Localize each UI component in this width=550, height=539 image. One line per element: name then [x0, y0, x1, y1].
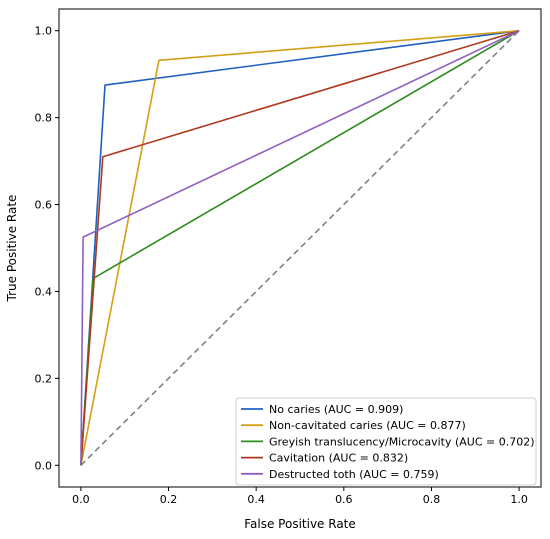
x-tick-label: 0.6 — [335, 493, 353, 506]
legend-label-1: No caries (AUC = 0.909) — [269, 403, 403, 416]
legend-label-3: Greyish translucency/Microcavity (AUC = … — [269, 435, 535, 448]
y-tick-label: 0.2 — [35, 372, 53, 385]
roc-curve-5 — [80, 30, 520, 466]
x-tick-label: 0.4 — [247, 493, 265, 506]
reference-diagonal-line — [80, 30, 520, 466]
x-tick-label: 1.0 — [510, 493, 528, 506]
y-tick-label: 0.6 — [35, 199, 53, 212]
legend-label-5: Destructed toth (AUC = 0.759) — [269, 468, 439, 481]
roc-curve-2 — [80, 29, 520, 466]
y-tick-label: 0.8 — [35, 112, 53, 125]
axes: 0.0 0.2 0.4 0.6 0.8 1.0 0.0 0.2 0.4 0.6 0.8 1.0 — [35, 8, 542, 506]
legend-label-4: Cavitation (AUC = 0.832) — [269, 452, 408, 465]
x-axis-title: False Positive Rate — [244, 517, 356, 531]
y-axis-title: True Positive Rate — [5, 195, 19, 303]
legend-box — [235, 397, 537, 486]
legend: No caries (AUC = 0.909) Non-cavitated car… — [235, 397, 537, 486]
y-tick-label: 1.0 — [35, 25, 53, 38]
legend-label-2: Non-cavitated caries (AUC = 0.877) — [269, 419, 466, 432]
plot-frame — [58, 8, 542, 488]
x-tick-label: 0.2 — [160, 493, 178, 506]
plot-area — [80, 29, 520, 466]
y-tick-label: 0.4 — [35, 285, 53, 298]
y-tick-label: 0.0 — [35, 459, 53, 472]
x-tick-label: 0.8 — [423, 493, 441, 506]
roc-curve-4 — [80, 29, 520, 466]
x-tick-label: 0.0 — [72, 493, 90, 506]
